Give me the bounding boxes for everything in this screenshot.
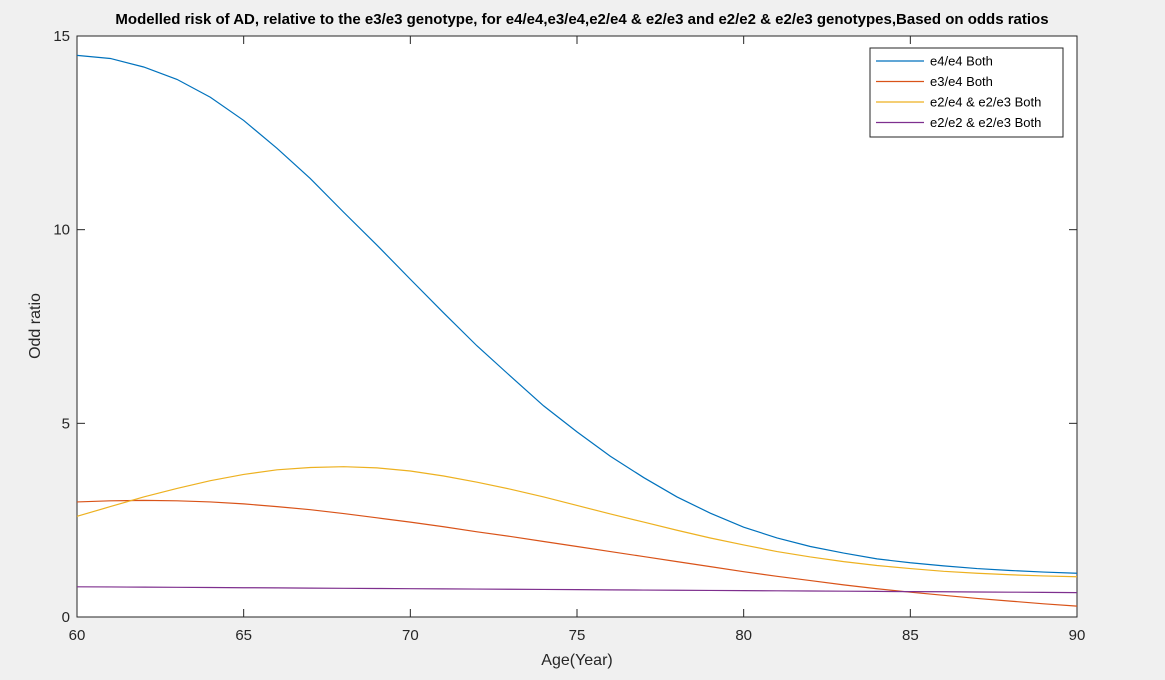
x-tick-label: 65 <box>235 627 252 644</box>
x-tick-label: 70 <box>402 627 419 644</box>
series-line-1 <box>76 54 1078 574</box>
x-tick-label: 80 <box>735 627 752 644</box>
x-axis-ticks: 60 65 70 75 80 85 90 <box>69 36 1086 644</box>
legend-label-1: e4/e4 Both <box>930 54 993 69</box>
series-line-3 <box>76 466 1078 578</box>
y-tick-label: 15 <box>53 28 70 45</box>
y-tick-label: 0 <box>62 609 70 626</box>
x-tick-label: 75 <box>569 627 586 644</box>
chart-title: Modelled risk of AD, relative to the e3/… <box>115 11 1048 28</box>
legend-label-3: e2/e4 & e2/e3 Both <box>930 95 1041 110</box>
x-tick-label: 90 <box>1069 627 1086 644</box>
y-tick-label: 10 <box>53 222 70 239</box>
series-line-2 <box>76 499 1078 607</box>
y-axis-label: Odd ratio <box>27 293 44 359</box>
x-tick-label: 60 <box>69 627 86 644</box>
legend-label-2: e3/e4 Both <box>930 74 993 89</box>
legend-label-4: e2/e2 & e2/e3 Both <box>930 115 1041 130</box>
y-tick-label: 5 <box>62 415 70 432</box>
series-line-4 <box>76 586 1078 594</box>
series-layer <box>76 54 1078 607</box>
x-tick-label: 85 <box>902 627 919 644</box>
y-axis-ticks: 0 5 10 15 <box>53 28 1077 626</box>
x-axis-label: Age(Year) <box>541 652 612 669</box>
legend: e4/e4 Both e3/e4 Both e2/e4 & e2/e3 Both e2… <box>869 47 1064 138</box>
